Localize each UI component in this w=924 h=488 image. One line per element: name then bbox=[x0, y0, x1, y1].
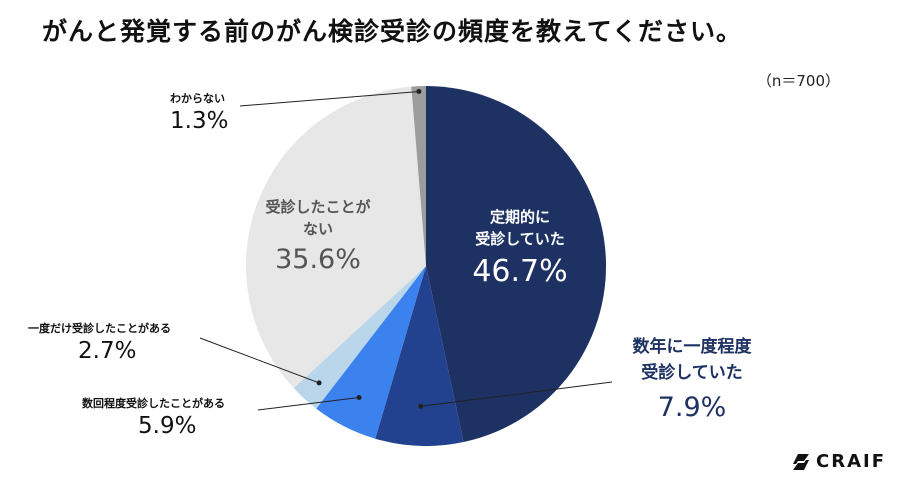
leader-once-dot bbox=[316, 380, 322, 386]
leader-every-few-years-dot bbox=[418, 403, 424, 409]
leader-unknown-dot bbox=[416, 89, 422, 94]
slice-value-never: 35.6% bbox=[275, 244, 361, 275]
leader-lines bbox=[199, 89, 613, 411]
slice-never bbox=[245, 86, 426, 389]
slice-label-never: 受診したことが ない 35.6% bbox=[248, 196, 388, 280]
slice-value-once: 2.7% bbox=[78, 338, 137, 364]
slice-value-unknown: 1.3% bbox=[170, 108, 229, 134]
slice-label-every-few-years: 数年に一度程度 受診していた 7.9% bbox=[612, 334, 772, 430]
slice-once bbox=[293, 266, 426, 409]
leader-every-few-years bbox=[420, 381, 613, 407]
slice-name-regular-2: 受診していた bbox=[475, 230, 565, 248]
slice-name-never-1: 受診したことが bbox=[265, 198, 371, 216]
slice-name-once: 一度だけ受診したことがある bbox=[28, 322, 171, 335]
slice-several-times bbox=[316, 266, 426, 439]
slice-name-never-2: ない bbox=[302, 220, 333, 238]
slice-label-unknown: わからない 1.3% bbox=[170, 90, 228, 134]
slice-label-once: 一度だけ受診したことがある 2.7% bbox=[28, 320, 171, 364]
brand-logo: CRAIF bbox=[792, 451, 886, 472]
slice-value-regular: 46.7% bbox=[472, 254, 568, 289]
leader-several-times-dot bbox=[356, 395, 362, 400]
slice-value-several-times: 5.9% bbox=[138, 413, 197, 439]
slice-name-every-few-years-2: 受診していた bbox=[641, 363, 743, 383]
slice-regular bbox=[426, 86, 607, 443]
slice-label-several-times: 数回程度受診したことがある 5.9% bbox=[82, 395, 225, 439]
leader-once bbox=[199, 337, 320, 384]
slice-name-several-times: 数回程度受診したことがある bbox=[82, 397, 225, 410]
slice-name-every-few-years-1: 数年に一度程度 bbox=[632, 337, 752, 357]
slice-name-regular-1: 定期的に bbox=[489, 208, 550, 226]
slice-name-unknown: わからない bbox=[170, 92, 225, 105]
slice-value-every-few-years: 7.9% bbox=[657, 392, 727, 423]
craif-logo-icon bbox=[793, 453, 809, 470]
page-title: がんと発覚する前のがん検診受診の頻度を教えてください。 bbox=[42, 17, 743, 46]
slice-unknown bbox=[411, 86, 426, 266]
leader-unknown bbox=[239, 91, 419, 107]
pie-slices bbox=[245, 86, 607, 447]
slice-label-regular: 定期的に 受診していた 46.7% bbox=[455, 206, 585, 294]
leader-several-times bbox=[257, 397, 360, 411]
sample-size: （n＝700） bbox=[756, 72, 840, 90]
brand-name: CRAIF bbox=[816, 451, 886, 472]
slice-every-few-years bbox=[375, 266, 464, 447]
